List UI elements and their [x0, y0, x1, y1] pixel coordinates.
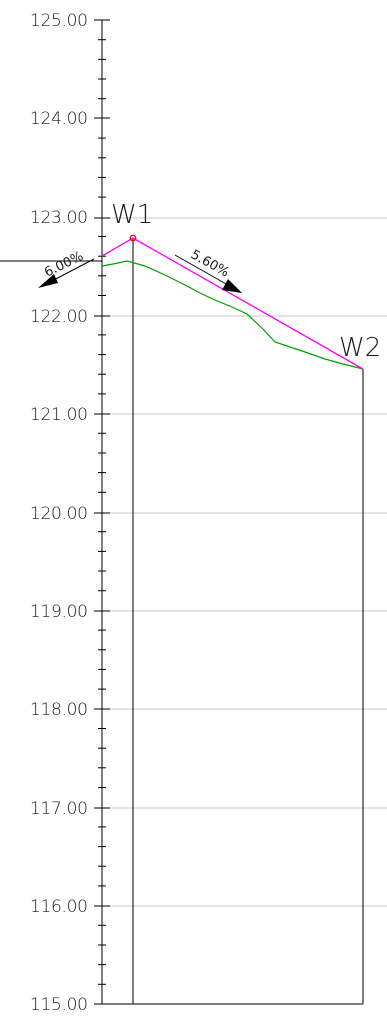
arrowhead-right-icon	[222, 279, 242, 293]
vertex-marker-w1	[129, 234, 137, 242]
elev-label-116: 116.00	[30, 897, 88, 917]
elevation-labels: 125.00 124.00 123.00 122.00 121.00 120.0…	[30, 11, 88, 1015]
station-label-w1: W1	[111, 200, 153, 230]
elev-label-125: 125.00	[30, 11, 88, 31]
grade-label-left: 6.00%	[42, 249, 86, 281]
existing-ground-line	[101, 260, 364, 370]
station-lines	[102, 238, 364, 1005]
grade-arrow-left	[38, 258, 95, 288]
elev-label-118: 118.00	[30, 700, 88, 720]
elev-label-124: 124.00	[30, 109, 88, 129]
station-label-w2: W2	[339, 333, 381, 363]
elev-label-121: 121.00	[30, 405, 88, 425]
elev-label-115: 115.00	[30, 995, 88, 1015]
design-grade-line	[101, 237, 364, 370]
minor-ticks	[98, 39, 106, 985]
elev-label-120: 120.00	[30, 504, 88, 524]
grid-lines	[102, 217, 387, 907]
elevation-axis	[94, 19, 110, 1005]
elev-label-122: 122.00	[30, 307, 88, 327]
elev-label-123: 123.00	[30, 208, 88, 228]
grade-label-right: 5.60%	[188, 247, 231, 280]
arrowhead-left-icon	[38, 274, 58, 288]
grade-arrow-right	[174, 254, 242, 293]
elev-label-117: 117.00	[30, 799, 88, 819]
elev-label-119: 119.00	[30, 602, 88, 622]
